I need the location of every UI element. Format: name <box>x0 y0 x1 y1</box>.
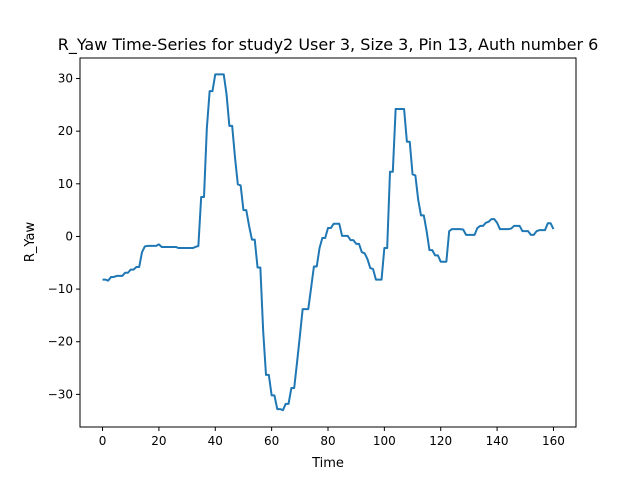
x-axis-ticks: 0 20 40 60 80 100 120 140 160 <box>99 427 565 448</box>
y-tick-label: −30 <box>48 387 73 401</box>
x-tick-label: 60 <box>264 434 279 448</box>
x-tick-label: 140 <box>486 434 509 448</box>
x-tick-label: 40 <box>208 434 223 448</box>
x-tick-label: 20 <box>151 434 166 448</box>
x-tick-label: 0 <box>99 434 107 448</box>
y-tick-label: −10 <box>48 282 73 296</box>
y-tick-label: 30 <box>58 72 73 86</box>
series-line-r-yaw <box>102 73 555 412</box>
y-tick-label: 0 <box>65 229 73 243</box>
plot-frame <box>79 57 577 428</box>
y-axis-ticks: −30 −20 −10 0 10 20 30 <box>48 72 80 401</box>
y-tick-label: −20 <box>48 335 73 349</box>
y-axis-label: R_Yaw <box>23 221 38 262</box>
y-tick-label: 20 <box>58 124 73 138</box>
x-tick-label: 120 <box>429 434 452 448</box>
x-tick-label: 100 <box>373 434 396 448</box>
x-tick-label: 80 <box>320 434 335 448</box>
chart-title: R_Yaw Time-Series for study2 User 3, Siz… <box>58 35 599 55</box>
y-tick-label: 10 <box>58 177 73 191</box>
x-axis-label: Time <box>311 456 344 471</box>
x-tick-label: 160 <box>542 434 565 448</box>
